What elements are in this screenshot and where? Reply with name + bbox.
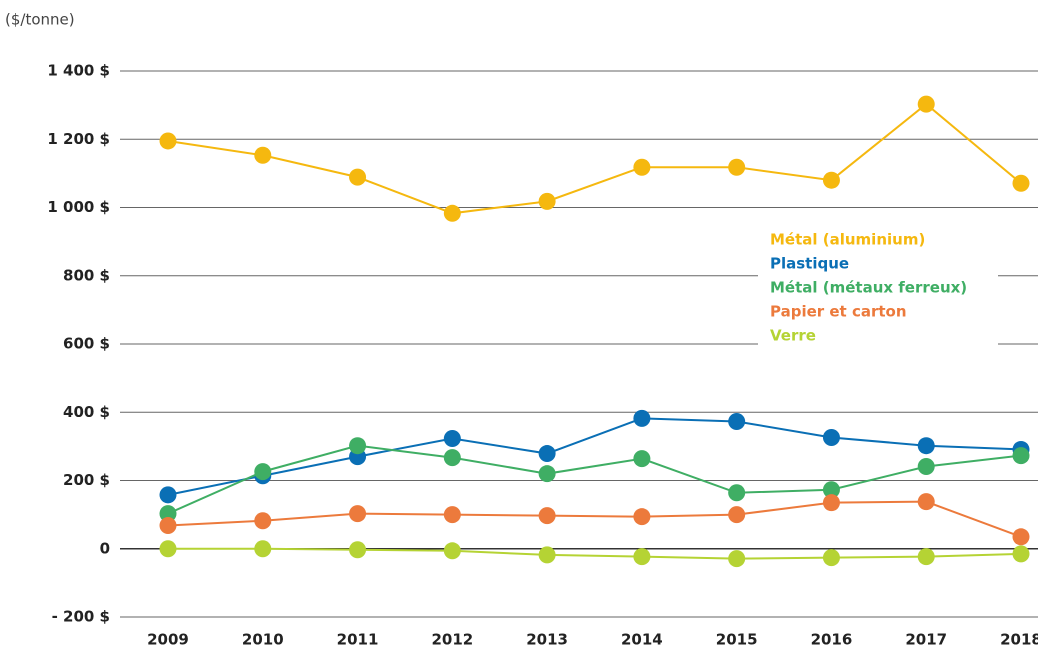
point bbox=[349, 168, 367, 186]
x-tick-label: 2018 bbox=[1000, 631, 1038, 649]
x-tick-label: 2010 bbox=[242, 631, 284, 649]
y-tick-label: 1 000 $ bbox=[47, 198, 110, 216]
point bbox=[159, 486, 177, 504]
point bbox=[822, 481, 840, 499]
point bbox=[159, 132, 177, 150]
point bbox=[538, 192, 556, 210]
point bbox=[633, 508, 651, 526]
point bbox=[349, 505, 367, 523]
point bbox=[349, 437, 367, 455]
y-tick-label: - 200 $ bbox=[52, 608, 110, 626]
point bbox=[728, 506, 746, 524]
point bbox=[822, 429, 840, 447]
x-tick-label: 2016 bbox=[811, 631, 853, 649]
point bbox=[538, 507, 556, 525]
point bbox=[443, 449, 461, 467]
point bbox=[443, 204, 461, 222]
series-line bbox=[167, 417, 1022, 496]
x-tick-label: 2012 bbox=[431, 631, 473, 649]
point bbox=[822, 494, 840, 512]
point bbox=[349, 541, 367, 559]
x-tick-label: 2009 bbox=[147, 631, 189, 649]
point bbox=[917, 458, 935, 476]
legend-entry: Métal (métaux ferreux) bbox=[770, 279, 967, 297]
point bbox=[728, 412, 746, 430]
x-tick-label: 2015 bbox=[716, 631, 758, 649]
series-line bbox=[167, 500, 1022, 538]
point bbox=[728, 484, 746, 502]
y-tick-label: 800 $ bbox=[63, 266, 110, 284]
point bbox=[443, 506, 461, 524]
legend-entry: Papier et carton bbox=[770, 303, 907, 321]
point bbox=[633, 450, 651, 468]
y-tick-label: 1 200 $ bbox=[47, 130, 110, 148]
point bbox=[538, 546, 556, 564]
y-tick-label: 0 bbox=[100, 539, 110, 557]
series-line bbox=[167, 444, 1022, 515]
point bbox=[159, 505, 177, 523]
point bbox=[538, 445, 556, 463]
series-line bbox=[168, 547, 1022, 560]
point bbox=[917, 437, 935, 455]
y-tick-label: 400 $ bbox=[63, 403, 110, 421]
point bbox=[254, 463, 272, 481]
point bbox=[254, 540, 272, 558]
chart-subtitle: ($/tonne) bbox=[5, 11, 75, 29]
point bbox=[917, 95, 935, 113]
x-tick-label: 2014 bbox=[621, 631, 663, 649]
point bbox=[822, 549, 840, 567]
legend-entry: Métal (aluminium) bbox=[770, 231, 925, 249]
legend-entry: Verre bbox=[770, 327, 816, 345]
point bbox=[159, 517, 177, 535]
point bbox=[254, 146, 272, 164]
point bbox=[254, 512, 272, 530]
legend-box bbox=[758, 225, 998, 347]
point bbox=[633, 548, 651, 566]
point bbox=[1012, 174, 1030, 192]
point bbox=[538, 465, 556, 483]
point bbox=[728, 158, 746, 176]
legend-entry: Plastique bbox=[770, 255, 849, 273]
y-tick-label: 1 400 $ bbox=[47, 62, 110, 80]
point bbox=[633, 409, 651, 427]
point bbox=[822, 171, 840, 189]
point bbox=[917, 548, 935, 566]
x-tick-label: 2011 bbox=[337, 631, 379, 649]
point bbox=[443, 542, 461, 560]
point bbox=[728, 550, 746, 568]
x-tick-label: 2013 bbox=[526, 631, 568, 649]
point bbox=[443, 430, 461, 448]
y-tick-label: 600 $ bbox=[63, 335, 110, 353]
point bbox=[159, 540, 177, 558]
point bbox=[633, 158, 651, 176]
series-line bbox=[167, 102, 1022, 215]
point bbox=[1012, 447, 1030, 465]
point bbox=[1012, 545, 1030, 563]
y-tick-label: 200 $ bbox=[63, 471, 110, 489]
point bbox=[1012, 528, 1030, 546]
point bbox=[917, 493, 935, 511]
x-tick-label: 2017 bbox=[905, 631, 947, 649]
